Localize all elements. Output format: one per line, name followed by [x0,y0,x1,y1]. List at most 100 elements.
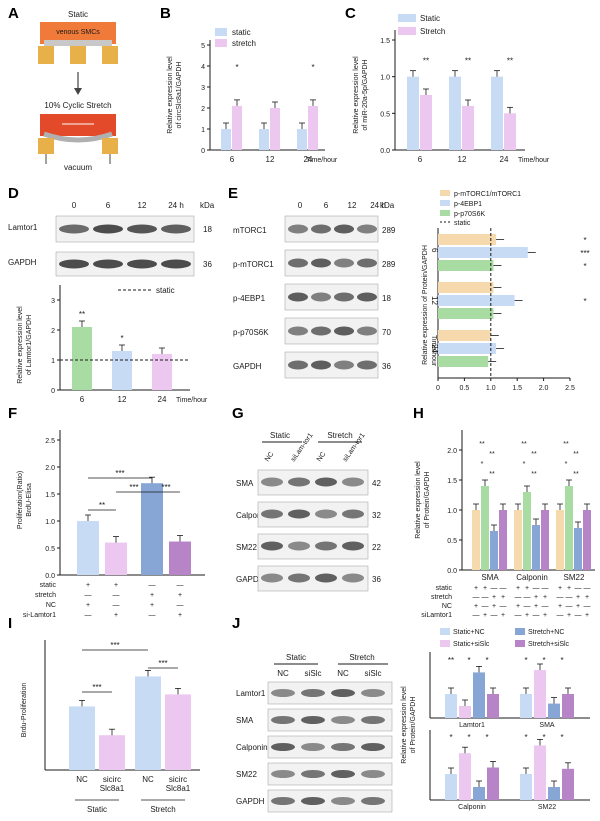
c-bar-stretch [462,106,474,150]
b-bar-stretch [270,108,280,150]
f-row-sign: — [149,582,156,589]
h-group-name: SM22 [564,573,585,582]
j-sig: * [467,733,470,742]
vacuum-label: vacuum [64,163,92,172]
e-band [288,360,308,370]
ij-legend-swatch-2 [515,628,525,635]
h-sig: ** [531,451,537,458]
static-post-right [102,46,118,64]
j-band [271,797,295,805]
j-ylabel-line2: of Protein/GAPDH [410,697,417,754]
h-sig: ** [531,471,537,478]
h-sig: ** [563,441,569,448]
h-sig: ** [489,451,495,458]
h-bar [532,525,540,570]
f-row-sign: + [178,592,182,599]
j-band [361,770,385,778]
b-ylabel-line2: of circSlc8a1/GAPDH [176,62,183,129]
static-post-left [38,46,54,64]
i-sig: *** [158,659,167,668]
e-legend-1: p-mTORC1/mTORC1 [454,191,521,198]
d-kda-gapdh: 36 [203,260,212,269]
panel-h-chart: Relative expression level of Protein/GAP… [415,430,595,619]
h-bar [472,510,480,570]
d-bar [72,327,92,390]
d-bar [112,351,132,390]
h-row-sign: + [585,594,589,601]
d-kda-lamtor1: 18 [203,225,212,234]
h-bar [541,510,549,570]
j-bar [548,787,560,800]
g-band [315,573,337,583]
ij-legend-swatch-1 [440,628,450,635]
f-sig: *** [115,469,124,478]
h-row-sign: — [473,594,480,601]
c-legend-stretch-swatch [398,27,416,35]
j-sig: * [524,656,527,665]
e-row-name: p-p70S6K [233,328,269,337]
j-bar [534,745,546,800]
j-row-name: SM22 [236,770,257,779]
h-sig: ** [479,441,485,448]
d-time-label: 0 [72,201,77,210]
h-bar [583,510,591,570]
g-band [315,541,337,551]
c-ylabel-line1: Relative expression level [353,56,360,134]
j-blot-strip [267,735,393,759]
j-lane-label: NC [337,669,349,678]
g-row-kda: 22 [372,543,381,552]
b-sig: * [311,63,314,72]
h-bar [481,486,489,570]
e-xtick-label: 2.0 [539,385,549,392]
i-bar [135,676,161,770]
j-blot-strip [267,681,393,705]
f-ylabel-line1: Proliferation(Ratio) [17,471,24,529]
b-bar-static [221,129,231,150]
f-row-sign: + [86,602,90,609]
panel-e: 0 6 12 24 h kDa mTORC1 289 p-mTORC1 289 p-4EBP1… [233,190,590,392]
j-sig: * [485,733,488,742]
ij-legend-4: Stretch+siSlc [528,641,570,648]
e-band [334,258,354,268]
j-bar [487,767,499,800]
e-band [357,292,377,302]
f-row-sign: + [86,582,90,589]
h-bar [514,510,522,570]
e-bar [438,308,494,319]
panel-c-chart: Relative expression level of miR-20a-5p/… [353,14,550,164]
h-row-sign: + [543,612,547,619]
g-header-stretch: Stretch [327,431,352,440]
e-bar [438,330,491,341]
g-band [288,573,310,583]
panel-label-g: G [232,405,244,422]
h-row-sign: + [567,585,571,592]
h-row-sign: — [482,594,489,601]
i-ylabel: Brdu-Proliferation [21,683,28,738]
j-blot-strip [267,708,393,732]
h-row-sign: — [584,585,591,592]
e-band [311,326,331,336]
d-yticks: 0 1 2 3 [51,298,60,395]
c-bar-static [407,76,419,150]
e-band [357,360,377,370]
e-band [311,360,331,370]
panel-i-chart: Brdu-Proliferation ********* NC sicircSlc… [21,640,200,814]
d-band [59,224,89,234]
j-bar [520,774,532,800]
b-tick-label: 2 [201,106,205,113]
h-row-sign: + [474,603,478,610]
b-legend-stretch: stretch [232,39,256,48]
i-xlabel: sicirc [103,775,121,784]
h-tick-label: 0.0 [447,568,457,575]
e-bar [438,343,497,354]
b-xunit: Time/hour [306,157,338,164]
e-row-name: p-4EBP1 [233,294,266,303]
g-band [315,509,337,519]
d-xtick-label: 6 [80,395,85,404]
j-group-name: SM22 [538,804,556,811]
h-sig: ** [489,471,495,478]
g-band [342,509,364,519]
d-xtick-label: 12 [118,395,127,404]
